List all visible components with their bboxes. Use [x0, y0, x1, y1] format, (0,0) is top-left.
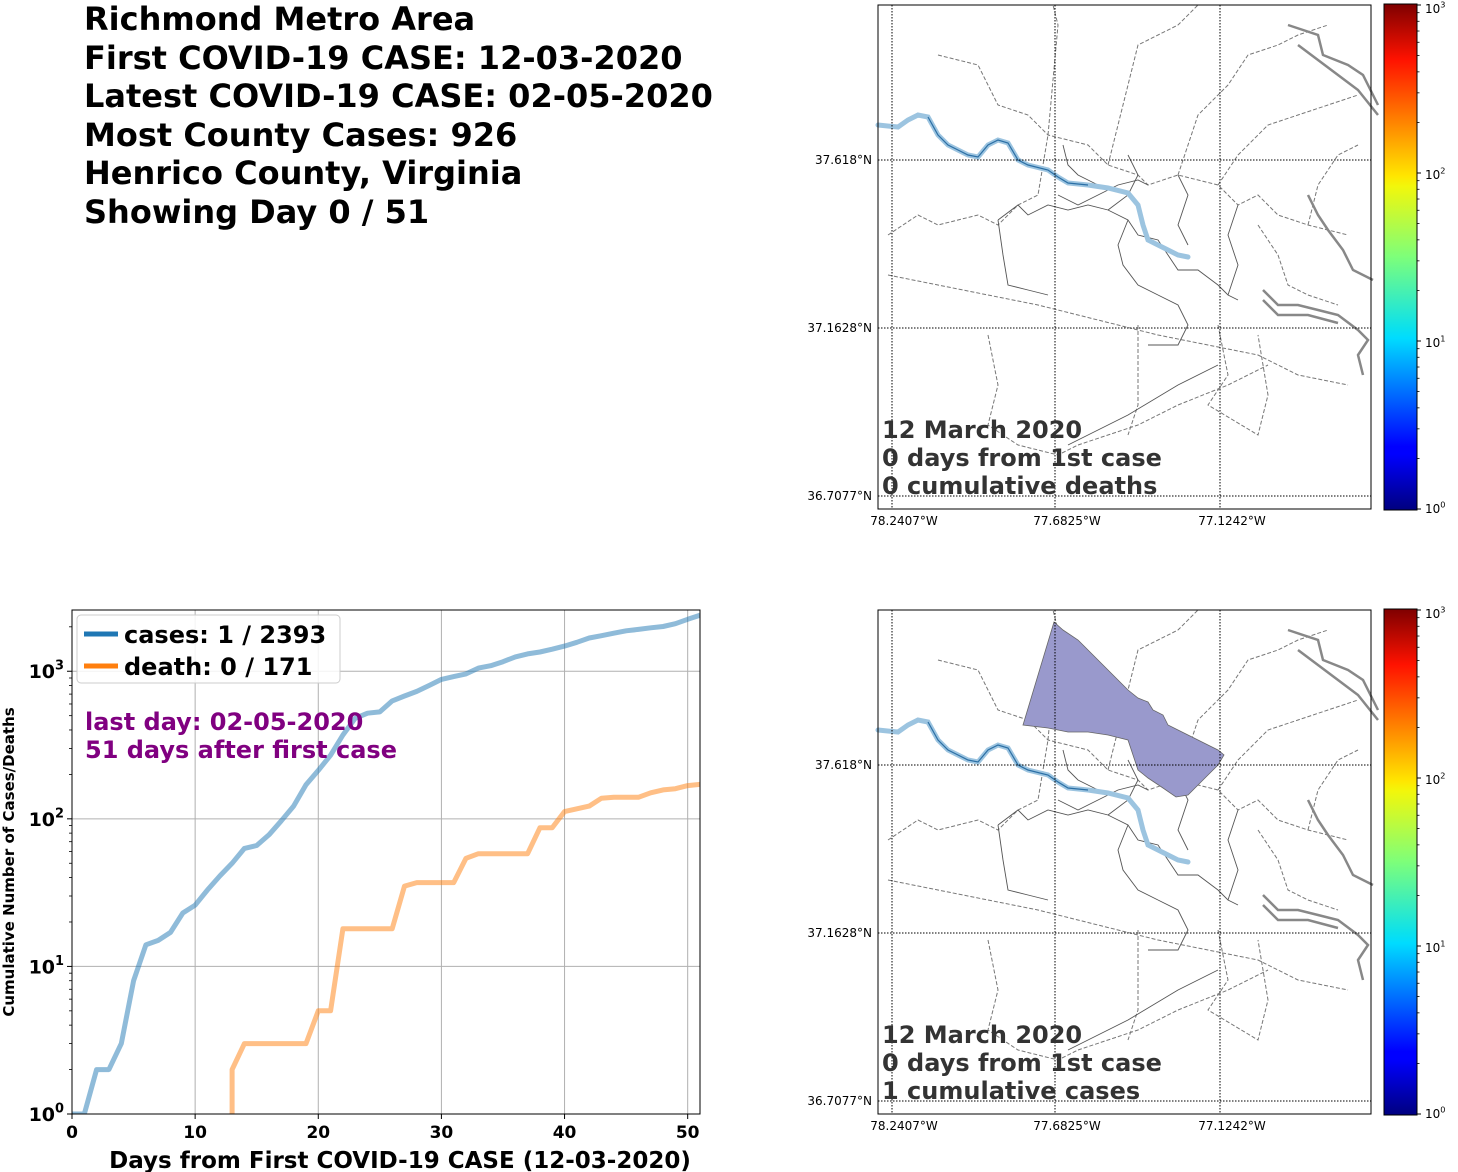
- longitude-label: 77.6825°W: [1033, 514, 1101, 528]
- legend-box: [76, 614, 341, 684]
- title-showing-day: Showing Day 0 / 51: [84, 192, 430, 231]
- cumulative-chart: 0 10 20 30 40 50 100 101 102 103 cases: 1 / 2393 de…: [0, 609, 701, 1172]
- plot-area: [72, 610, 700, 1114]
- title-first-case: First COVID-19 CASE: 12-03-2020: [84, 38, 683, 77]
- cases-map: 37.618°N 37.1628°N 36.7077°N 78.2407°W 77.68…: [807, 605, 1445, 1133]
- x-tick-label: 20: [306, 1123, 330, 1143]
- latitude-label: 37.1628°N: [807, 321, 872, 335]
- x-tick-label: 30: [430, 1123, 454, 1143]
- x-tick-label: 40: [553, 1123, 577, 1143]
- y-axis-label: Cumulative Number of Cases/Deaths: [0, 707, 18, 1016]
- map-annotation: 12 March 2020: [882, 1021, 1082, 1049]
- colorbar-tick-label: 102: [1425, 166, 1445, 182]
- title-region: Richmond Metro Area: [84, 0, 476, 38]
- legend-label: death: 0 / 171: [124, 653, 312, 681]
- latitude-label: 36.7077°N: [807, 489, 872, 503]
- series-line-deaths: [229, 781, 700, 1114]
- longitude-label: 78.2407°W: [870, 514, 938, 528]
- map-frame: [877, 4, 1372, 510]
- chart-annotation: 51 days after first case: [85, 736, 397, 764]
- latitude-label: 37.618°N: [815, 153, 872, 167]
- map-annotation: 0 days from 1st case: [882, 444, 1162, 472]
- colorbar-tick-label: 100: [1425, 500, 1445, 516]
- map-annotation: 0 cumulative deaths: [882, 472, 1157, 500]
- x-tick-label: 0: [66, 1123, 78, 1143]
- colorbar: [1383, 608, 1418, 1116]
- colorbar-tick-label: 101: [1425, 334, 1445, 350]
- county-highlight-henrico: [1022, 621, 1225, 798]
- colorbar-tick-label: 103: [1425, 0, 1445, 16]
- map-annotation: 0 days from 1st case: [882, 1049, 1162, 1077]
- colorbar-tick-label: 103: [1425, 605, 1445, 621]
- colorbar-tick-label: 100: [1425, 1105, 1445, 1121]
- x-tick-label: 50: [676, 1123, 700, 1143]
- map-annotation: 12 March 2020: [882, 416, 1082, 444]
- x-tick-label: 10: [183, 1123, 207, 1143]
- deaths-map: 37.618°N 37.1628°N 36.7077°N 78.2407°W 77.68…: [807, 0, 1445, 528]
- longitude-label: 78.2407°W: [870, 1119, 938, 1133]
- title-latest-case: Latest COVID-19 CASE: 02-05-2020: [84, 77, 713, 115]
- longitude-label: 77.6825°W: [1033, 1119, 1101, 1133]
- latitude-label: 36.7077°N: [807, 1094, 872, 1108]
- y-tick-label: 103: [29, 659, 64, 684]
- y-tick-label: 101: [29, 954, 64, 979]
- series-line-cases: [72, 612, 700, 1114]
- title-most-county-cases: Most County Cases: 926: [84, 115, 518, 154]
- map-frame: [877, 609, 1372, 1115]
- colorbar-tick-label: 102: [1425, 771, 1445, 787]
- colorbar: [1383, 3, 1418, 511]
- plot-frame: [71, 609, 701, 1115]
- legend-label: cases: 1 / 2393: [124, 621, 326, 649]
- header-block: Richmond Metro Area First COVID-19 CASE:…: [84, 0, 713, 231]
- latitude-label: 37.1628°N: [807, 926, 872, 940]
- map-background: [878, 5, 1371, 509]
- map-annotation: 1 cumulative cases: [882, 1077, 1140, 1105]
- y-tick-label: 100: [29, 1101, 64, 1126]
- x-axis-label: Days from First COVID-19 CASE (12-03-202…: [109, 1148, 691, 1172]
- latitude-label: 37.618°N: [815, 758, 872, 772]
- colorbar-tick-label: 101: [1425, 939, 1445, 955]
- y-tick-label: 102: [29, 806, 64, 831]
- chart-annotation: last day: 02-05-2020: [85, 708, 363, 736]
- longitude-label: 77.1242°W: [1198, 1119, 1266, 1133]
- longitude-label: 77.1242°W: [1198, 514, 1266, 528]
- title-top-county: Henrico County, Virginia: [84, 154, 523, 192]
